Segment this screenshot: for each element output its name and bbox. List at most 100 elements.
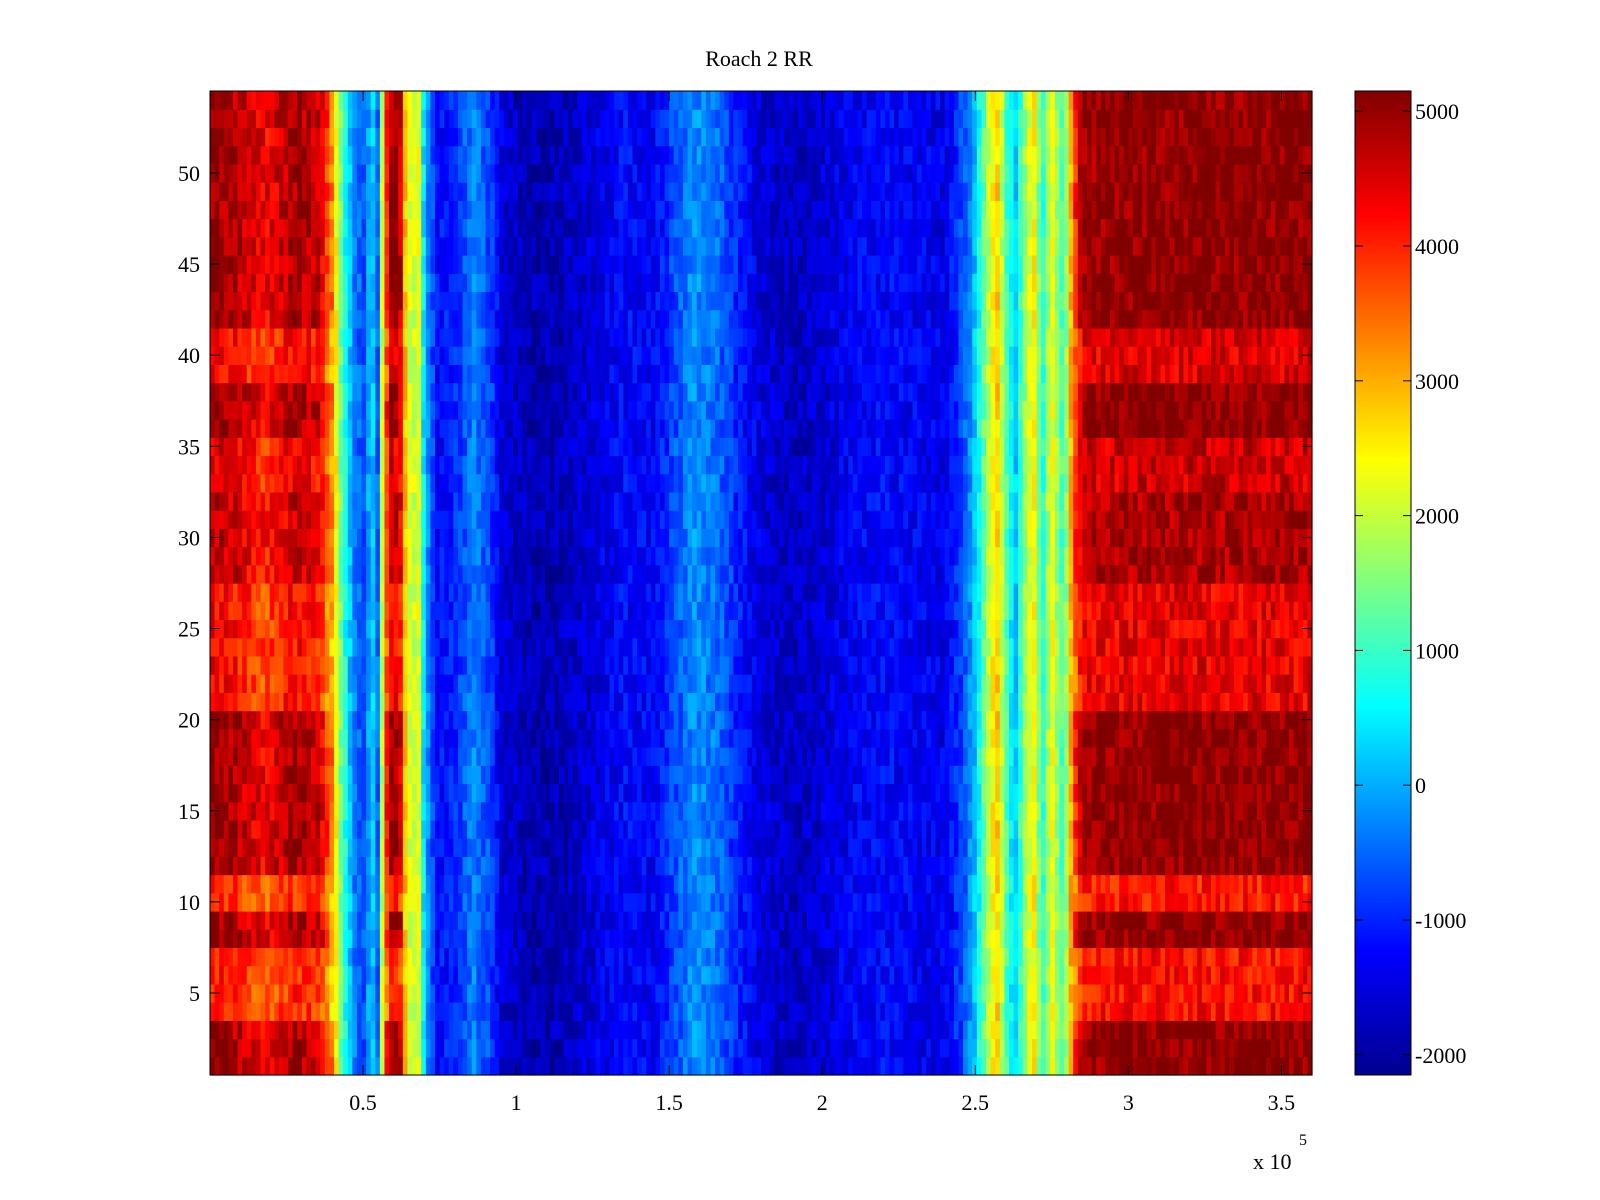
heatmap-cell <box>508 1002 514 1021</box>
heatmap-cell <box>967 892 973 912</box>
heatmap-cell <box>554 1038 560 1058</box>
heatmap-cell <box>719 819 725 839</box>
heatmap-cell <box>416 1020 422 1040</box>
heatmap-cell <box>471 728 477 748</box>
heatmap-cell <box>591 1056 597 1076</box>
heatmap-cell <box>857 819 863 839</box>
heatmap-cell <box>246 692 252 712</box>
heatmap-cell <box>940 728 946 748</box>
heatmap-cell <box>1284 965 1290 985</box>
heatmap-cell <box>981 728 987 748</box>
heatmap-cell <box>1109 1056 1116 1076</box>
heatmap-cell <box>871 947 877 967</box>
heatmap-cell <box>907 765 914 785</box>
heatmap-cell <box>439 929 445 949</box>
heatmap-cell <box>705 947 712 967</box>
heatmap-cell <box>1128 838 1134 857</box>
heatmap-cell <box>880 929 886 949</box>
heatmap-cell <box>761 1002 767 1021</box>
heatmap-cell <box>632 1056 638 1076</box>
heatmap-cell <box>338 1002 344 1021</box>
heatmap-cell <box>1210 1038 1217 1058</box>
heatmap-cell <box>862 692 868 712</box>
heatmap-cell <box>402 765 409 785</box>
heatmap-cell <box>1275 947 1281 967</box>
heatmap-cell <box>1247 783 1253 803</box>
heatmap-cell <box>274 983 280 1003</box>
heatmap-cell <box>1027 983 1033 1003</box>
heatmap-cell <box>1229 838 1235 857</box>
heatmap-cell <box>921 856 927 876</box>
heatmap-cell <box>834 965 840 985</box>
heatmap-cell <box>673 929 679 949</box>
heatmap-cell <box>949 710 955 730</box>
heatmap-cell <box>549 856 555 876</box>
heatmap-cell <box>1100 747 1106 766</box>
heatmap-cell <box>701 911 707 930</box>
heatmap-cell <box>926 747 932 766</box>
heatmap-cell <box>774 765 780 785</box>
heatmap-cell <box>522 838 528 857</box>
heatmap-cell <box>1298 947 1304 967</box>
heatmap-cell <box>490 1038 496 1058</box>
heatmap-cell <box>219 838 225 857</box>
heatmap-cell <box>779 1020 785 1040</box>
heatmap-cell <box>820 838 826 857</box>
heatmap-cell <box>549 747 555 766</box>
heatmap-cell <box>1229 783 1235 803</box>
heatmap-cell <box>967 783 973 803</box>
heatmap-cell <box>324 1038 330 1058</box>
heatmap-cell <box>650 911 656 930</box>
heatmap-cell <box>1279 1020 1286 1040</box>
heatmap-cell <box>898 728 904 748</box>
heatmap-cell <box>857 965 863 985</box>
heatmap-cell <box>655 1020 661 1040</box>
heatmap-cell <box>485 1002 491 1021</box>
heatmap-cell <box>540 874 546 894</box>
heatmap-cell <box>623 874 629 894</box>
heatmap-cell <box>972 838 978 857</box>
heatmap-cell <box>549 710 555 730</box>
heatmap-cell <box>1188 801 1194 821</box>
heatmap-cell <box>1036 892 1042 912</box>
heatmap-cell <box>278 911 285 930</box>
heatmap-cell <box>283 892 289 912</box>
heatmap-cell <box>903 856 909 876</box>
heatmap-cell <box>604 929 611 949</box>
heatmap-cell <box>471 747 477 766</box>
heatmap-cell <box>1275 874 1281 894</box>
heatmap-cell <box>407 783 413 803</box>
heatmap-cell <box>1128 965 1134 985</box>
heatmap-cell <box>361 801 367 821</box>
heatmap-cell <box>715 911 721 930</box>
heatmap-cell <box>485 874 491 894</box>
heatmap-cell <box>402 929 409 949</box>
heatmap-cell <box>926 947 932 967</box>
heatmap-cell <box>917 874 923 894</box>
heatmap-cell <box>1100 911 1106 930</box>
heatmap-cell <box>549 801 555 821</box>
heatmap-cell <box>1109 929 1116 949</box>
heatmap-cell <box>1279 838 1286 857</box>
heatmap-cell <box>894 838 900 857</box>
heatmap-cell <box>352 892 358 912</box>
heatmap-cell <box>1169 819 1175 839</box>
heatmap-cell <box>1045 710 1051 730</box>
heatmap-cell <box>1128 947 1134 967</box>
heatmap-cell <box>545 765 551 785</box>
heatmap-cell <box>1270 947 1276 967</box>
heatmap-cell <box>1082 929 1088 949</box>
heatmap-cell <box>1119 765 1125 785</box>
heatmap-cell <box>517 1038 523 1058</box>
heatmap-cell <box>1169 1020 1175 1040</box>
heatmap-cell <box>774 874 780 894</box>
heatmap-cell <box>398 728 404 748</box>
heatmap-cell <box>448 1020 454 1040</box>
heatmap-cell <box>558 947 565 967</box>
heatmap-cell <box>682 983 689 1003</box>
heatmap-cell <box>379 801 386 821</box>
heatmap-cell <box>292 728 298 748</box>
heatmap-cell <box>1284 892 1290 912</box>
heatmap-cell <box>1261 1020 1267 1040</box>
heatmap-cell <box>618 911 624 930</box>
